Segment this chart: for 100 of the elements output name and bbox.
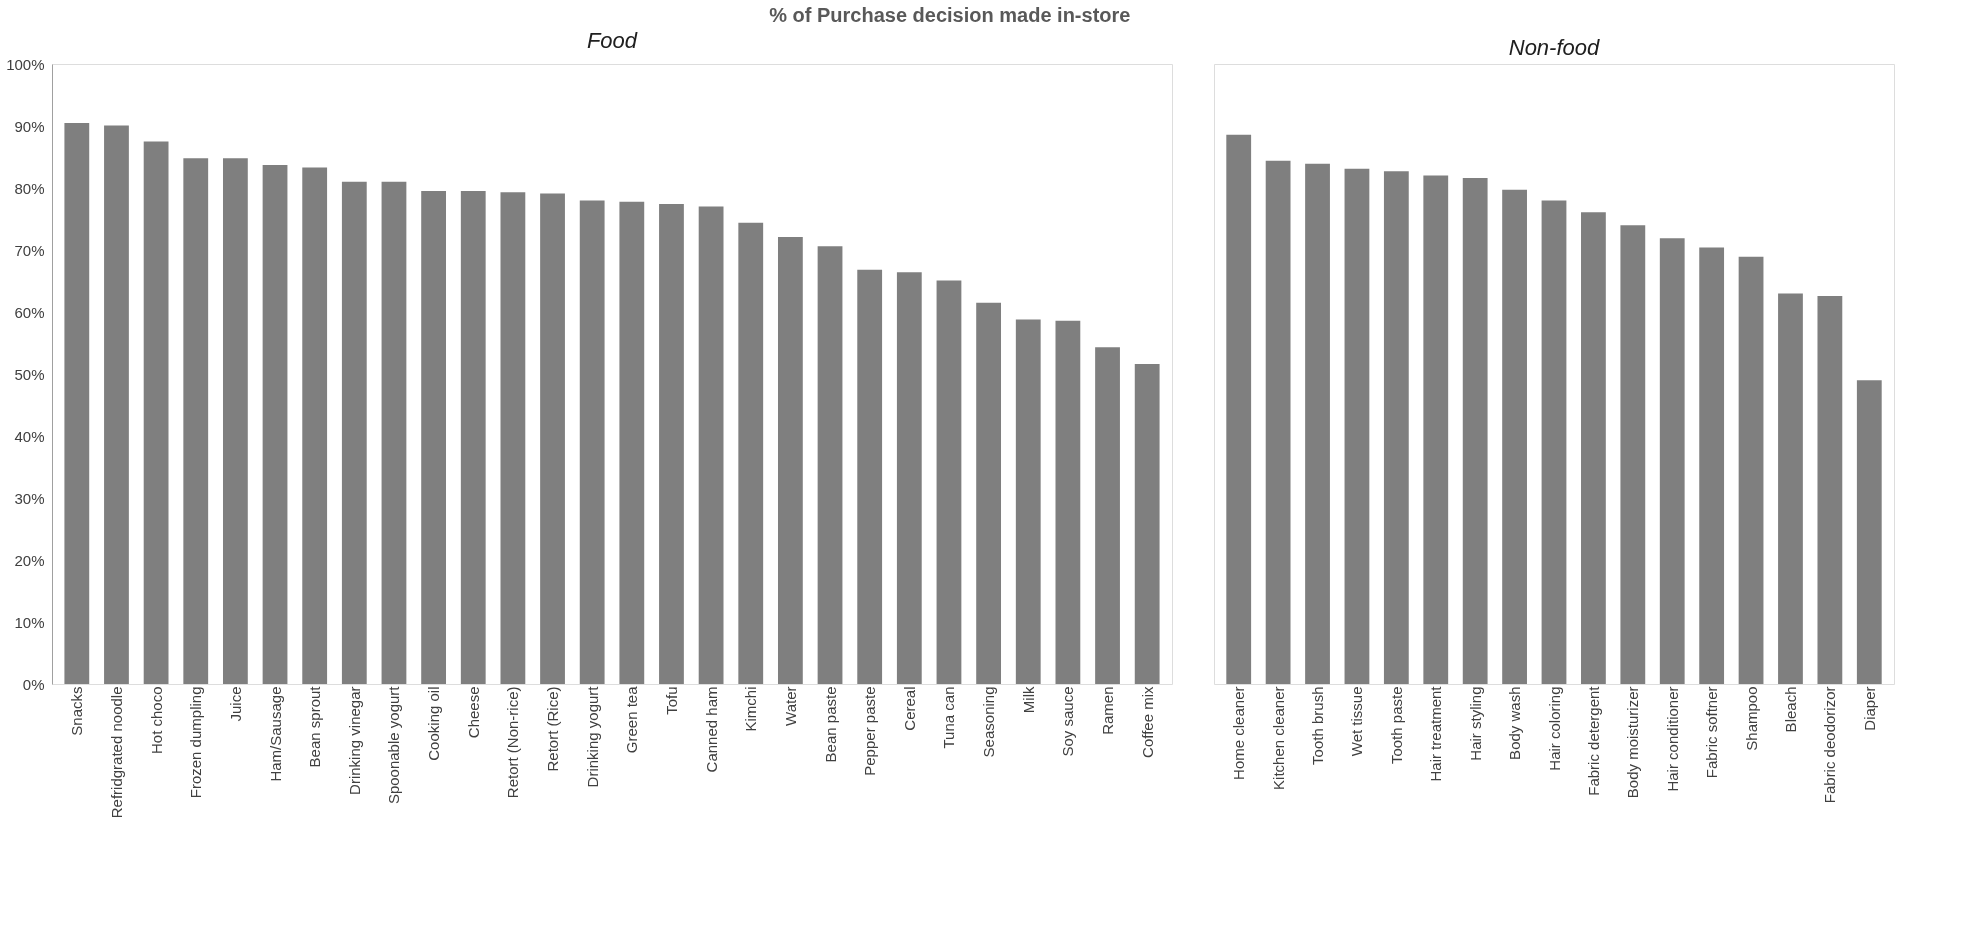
y-tick-label: 10%: [14, 613, 45, 631]
x-tick-label: Cereal: [900, 686, 918, 731]
x-tick-label: Tofu: [662, 686, 680, 715]
bar: [1134, 364, 1160, 684]
x-tick-label: Body moisturizer: [1624, 686, 1642, 799]
x-tick-label: Tuna can: [940, 686, 958, 749]
bar: [421, 191, 447, 684]
x-tick-label: Diaper: [1860, 686, 1878, 731]
x-tick-label: Drinking yogurt: [583, 685, 601, 788]
bar: [64, 122, 90, 684]
x-tick-label: Hair styling: [1466, 686, 1484, 761]
bar: [1015, 319, 1041, 684]
x-tick-label: Cooking oil: [425, 686, 443, 761]
x-tick-label: Home cleaner: [1230, 686, 1248, 780]
bar: [1699, 247, 1725, 684]
bar: [1383, 171, 1409, 684]
bar: [659, 204, 684, 684]
y-tick-label: 40%: [14, 427, 45, 445]
bar: [1502, 189, 1527, 684]
bar: [262, 165, 288, 684]
x-tick-label: Pepper paste: [861, 686, 879, 776]
bar: [738, 222, 764, 684]
x-tick-label: Hair conditioner: [1663, 686, 1681, 792]
x-tick-label: Hair treatment: [1427, 685, 1445, 782]
x-tick-label: Kitchen cleaner: [1269, 686, 1287, 790]
bar: [1344, 168, 1370, 684]
bar: [1462, 178, 1488, 684]
x-tick-label: Tooth brush: [1309, 686, 1327, 765]
bar: [698, 206, 724, 684]
bar: [460, 191, 486, 684]
y-tick-label: 100%: [6, 55, 45, 73]
bar: [143, 141, 169, 684]
bar: [183, 158, 209, 684]
bar: [341, 181, 367, 684]
x-tick-label: Canned ham: [702, 686, 720, 773]
bar: [1581, 212, 1606, 684]
bar: [104, 125, 129, 684]
x-tick-label: Bean sprout: [306, 685, 324, 768]
y-tick-label: 80%: [14, 179, 45, 197]
x-tick-label: Snacks: [68, 686, 86, 736]
x-tick-label: Retort (Non-rice): [504, 686, 522, 799]
x-tick-label: Seasoning: [980, 686, 998, 758]
x-tick-label: Tooth paste: [1387, 686, 1405, 765]
x-tick-label: Hot choco: [147, 686, 165, 755]
x-tick-label: Fabric deodorizor: [1821, 686, 1839, 804]
x-tick-label: Juice: [226, 686, 244, 722]
bar: [1423, 175, 1449, 684]
bar: [1778, 293, 1803, 684]
y-tick-label: 30%: [14, 489, 45, 507]
x-tick-label: Body wash: [1506, 686, 1524, 760]
bar: [381, 181, 407, 684]
x-tick-label: Bleach: [1781, 686, 1799, 733]
bar: [579, 200, 605, 684]
x-tick-label: Fabric softner: [1703, 686, 1721, 779]
x-tick-label: Shampoo: [1742, 686, 1760, 751]
bar: [777, 236, 803, 684]
bar: [1659, 238, 1685, 684]
x-tick-label: Water: [781, 686, 799, 726]
x-tick-label: Cheese: [464, 686, 482, 739]
x-tick-label: Frozen dumpling: [187, 686, 205, 799]
y-tick-label: 70%: [14, 241, 45, 259]
x-tick-label: Wet tissue: [1348, 686, 1366, 757]
x-tick-label: Kimchi: [742, 686, 760, 732]
y-tick-label: 20%: [14, 551, 45, 569]
x-tick-label: Milk: [1019, 686, 1037, 714]
bar: [896, 272, 922, 684]
bar: [1095, 347, 1120, 684]
bar: [1856, 380, 1882, 684]
bar: [500, 192, 526, 684]
bar: [540, 193, 565, 684]
x-tick-label: Green tea: [623, 685, 641, 754]
bar: [302, 167, 328, 684]
bar: [1738, 256, 1764, 684]
bar: [936, 280, 962, 684]
x-tick-label: Fabric detergent: [1584, 685, 1602, 796]
bar: [1620, 225, 1646, 684]
chart-subtitle: Food: [586, 28, 638, 53]
x-tick-label: Soy sauce: [1059, 686, 1077, 757]
bar: [1055, 320, 1081, 684]
y-tick-label: 90%: [14, 117, 45, 135]
chart-title: % of Purchase decision made in-store: [769, 3, 1131, 26]
y-tick-label: 50%: [14, 365, 45, 383]
x-tick-label: Refridgrated noodle: [107, 686, 125, 819]
x-tick-label: Retort (Rice): [544, 686, 562, 772]
bar: [857, 269, 883, 684]
bar: [1226, 134, 1252, 684]
bar: [1541, 200, 1567, 684]
bar: [1305, 163, 1330, 684]
x-tick-label: Ham/Sausage: [266, 686, 284, 782]
bar: [976, 302, 1002, 684]
x-tick-label: Hair coloring: [1545, 686, 1563, 771]
y-tick-label: 60%: [14, 303, 45, 321]
x-tick-label: Bean paste: [821, 686, 839, 763]
x-tick-label: Coffee mix: [1138, 686, 1156, 758]
y-tick-label: 0%: [22, 675, 45, 693]
bar: [817, 246, 843, 684]
bar: [222, 158, 248, 684]
chart-subtitle: Non-food: [1508, 35, 1601, 60]
x-tick-label: Spoonable yogurt: [385, 685, 403, 805]
x-tick-label: Ramen: [1099, 686, 1117, 735]
